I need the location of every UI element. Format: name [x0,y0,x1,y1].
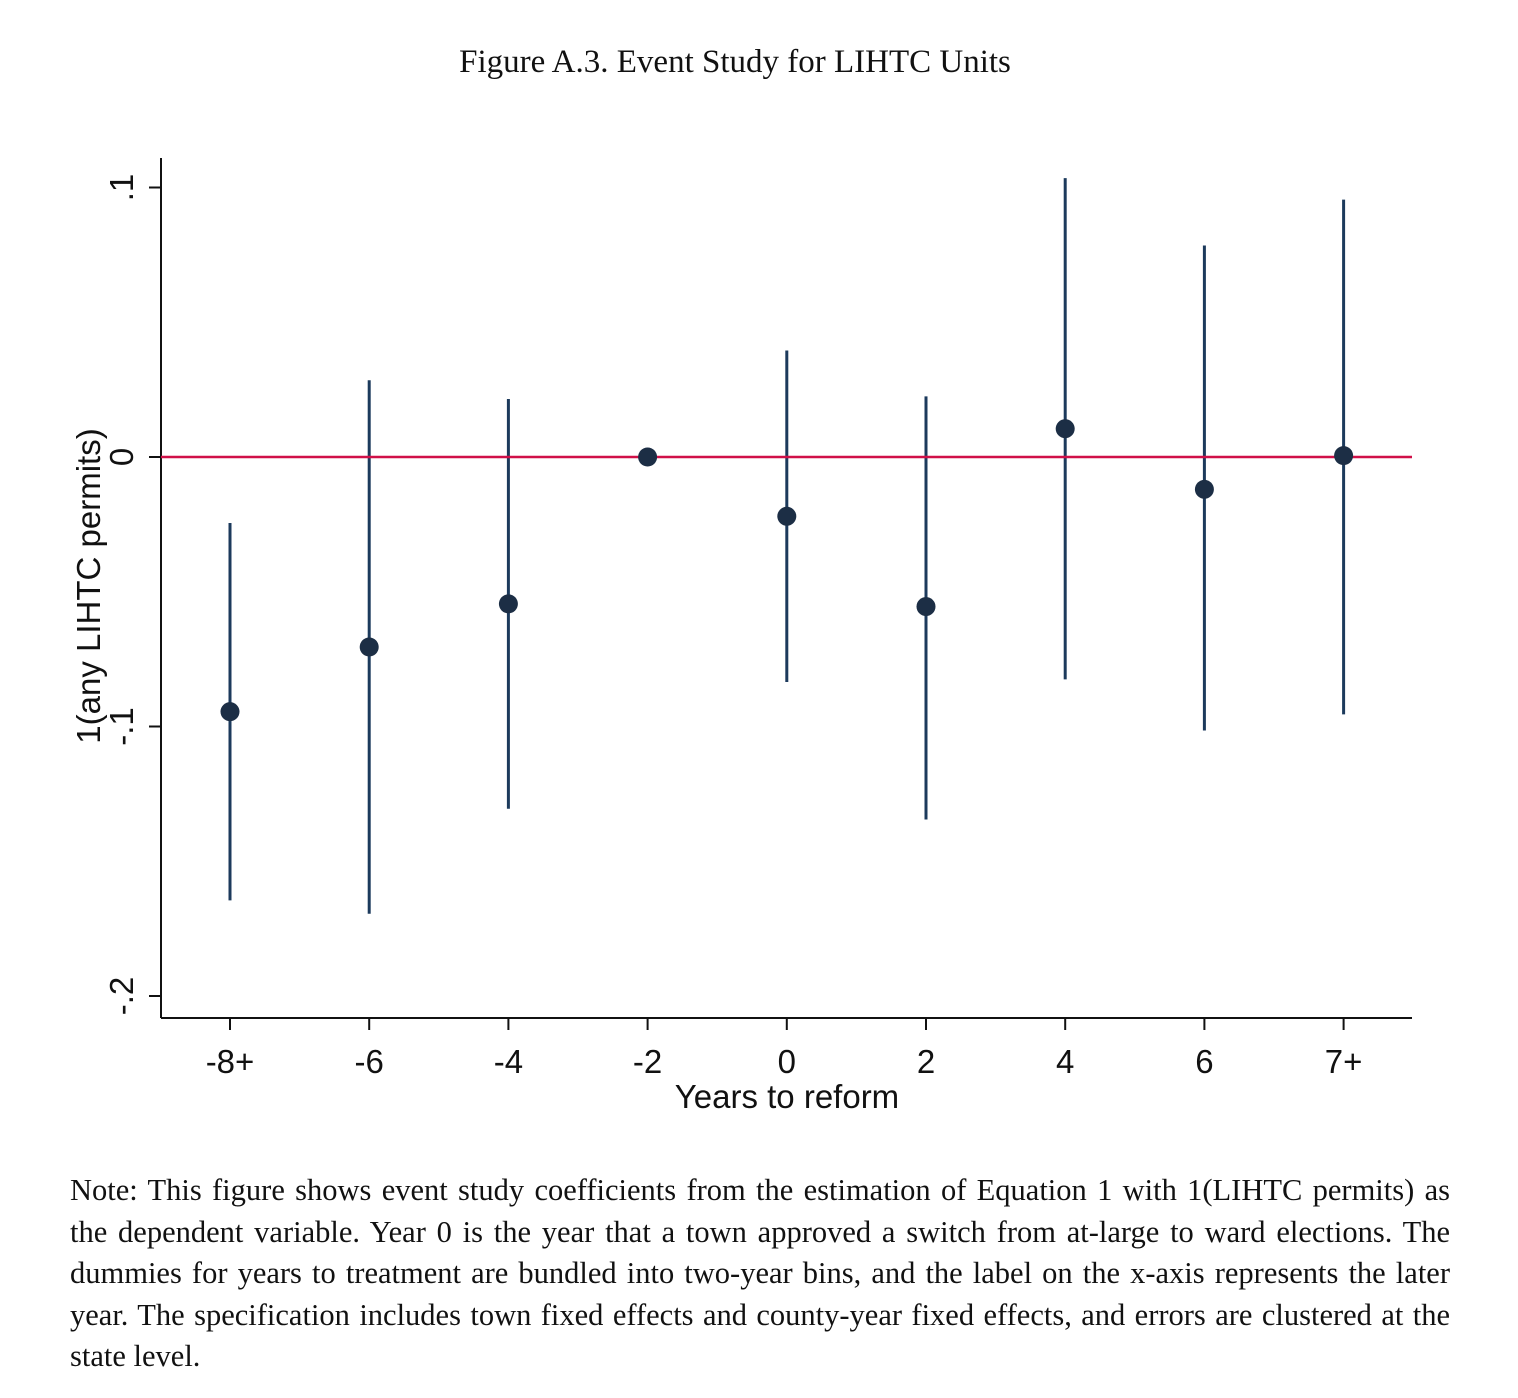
coefficient-point [1055,419,1075,439]
x-tick-label: -8+ [206,1043,255,1080]
coefficient-point [220,702,240,722]
coefficient-point [498,594,518,614]
event-study-chart: -.2 -.1 0 .1 -8+ -6 -4 -2 0 2 4 6 7+ 1(any LIHTC per… [70,158,1412,1115]
x-tick-label: 4 [1056,1043,1074,1080]
y-tick-label: -.1 [103,707,140,746]
x-tick-label: -2 [633,1043,662,1080]
x-tick-label: 2 [917,1043,935,1080]
coefficient-point [638,447,658,467]
figure-title: Figure A.3. Event Study for LIHTC Units [459,44,1011,80]
coefficient-point [777,506,797,526]
coefficient-point [1194,479,1214,499]
x-tick-label: 7+ [1325,1043,1363,1080]
y-tick-label: -.2 [103,977,140,1016]
coefficient-point [359,637,379,657]
x-axis-title: Years to reform [675,1078,899,1115]
y-tick-label: 0 [103,448,140,466]
x-tick-label: 6 [1195,1043,1213,1080]
x-tick-label: -4 [494,1043,523,1080]
y-axis-title: 1(any LIHTC permits) [70,428,107,743]
chart-svg: -.2 -.1 0 .1 -8+ -6 -4 -2 0 2 4 6 7+ 1(any LIHTC per… [70,158,1412,1115]
y-tick-label: .1 [103,174,140,202]
plot-layer: -.2 -.1 0 .1 -8+ -6 -4 -2 0 2 4 6 7+ [103,158,1412,1080]
figure-note: Note: This figure shows event study coef… [70,1173,1450,1373]
x-tick-label: 0 [778,1043,796,1080]
coefficient-point [916,597,936,617]
coefficient-point [1334,446,1354,466]
x-tick-label: -6 [355,1043,384,1080]
